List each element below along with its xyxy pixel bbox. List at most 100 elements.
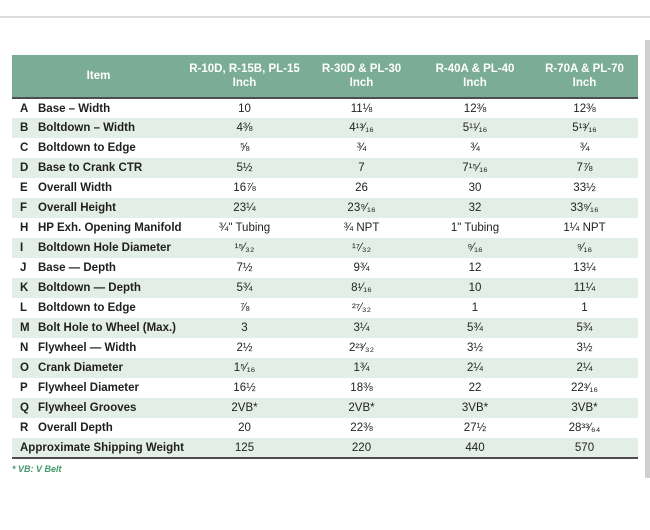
row-value: 7⅞ — [531, 158, 638, 178]
row-value: 5¾ — [531, 318, 638, 338]
row-value: 2¼ — [531, 358, 638, 378]
row-letter: I — [12, 238, 32, 258]
row-letter: P — [12, 378, 32, 398]
row-value: 1 — [419, 298, 531, 318]
summary-value: 220 — [304, 438, 419, 459]
row-value: 4¹³⁄₁₆ — [304, 118, 419, 138]
row-letter: L — [12, 298, 32, 318]
row-item-label: Base – Width — [32, 98, 185, 118]
row-item-label: Boltdown to Edge — [32, 138, 185, 158]
header-col-4-models: R-70A & PL-70 — [545, 63, 624, 75]
row-value: 2VB* — [304, 398, 419, 418]
row-value: 1¼ NPT — [531, 218, 638, 238]
row-item-label: HP Exh. Opening Manifold — [32, 218, 185, 238]
row-value: 22⅜ — [304, 418, 419, 438]
header-col-2-models: R-30D & PL-30 — [321, 63, 402, 75]
row-value: 7¹⁵⁄₁₆ — [419, 158, 531, 178]
summary-value: 440 — [419, 438, 531, 459]
row-value: 23⁹⁄₁₆ — [304, 198, 419, 218]
row-value: 2²³⁄₃₂ — [304, 338, 419, 358]
row-value: 3 — [185, 318, 304, 338]
row-item-label: Boltdown to Edge — [32, 298, 185, 318]
row-value: ⅝ — [185, 138, 304, 158]
row-value: 8¹⁄₁₆ — [304, 278, 419, 298]
row-value: 12⅜ — [419, 98, 531, 118]
table-row: M Bolt Hole to Wheel (Max.) 3 3¼ 5¾ 5¾ — [12, 318, 638, 338]
header-col-3: R-40A & PL-40 Inch — [419, 55, 531, 99]
header-col-2-unit: Inch — [349, 77, 374, 89]
header-col-1: R-10D, R-15B, PL-15 Inch — [185, 55, 304, 99]
row-value: 2¼ — [419, 358, 531, 378]
row-value: 4⅜ — [185, 118, 304, 138]
vbelt-footnote: * VB: V Belt — [12, 464, 62, 474]
row-value: 9¾ — [304, 258, 419, 278]
row-value: 22³⁄₁₆ — [531, 378, 638, 398]
row-letter: B — [12, 118, 32, 138]
row-value: ¾ NPT — [304, 218, 419, 238]
row-value: 1" Tubing — [419, 218, 531, 238]
row-item-label: Flywheel — Width — [32, 338, 185, 358]
table-row: I Boltdown Hole Diameter ¹⁵⁄₃₂ ¹⁷⁄₃₂ ⁹⁄₁₆ ⁹⁄₁… — [12, 238, 638, 258]
row-item-label: Bolt Hole to Wheel (Max.) — [32, 318, 185, 338]
row-value: 1⁵⁄₁₆ — [185, 358, 304, 378]
row-value: 16⅞ — [185, 178, 304, 198]
table-row: P Flywheel Diameter 16½ 18⅜ 22 22³⁄₁₆ — [12, 378, 638, 398]
row-value: 16½ — [185, 378, 304, 398]
row-value: 13¼ — [531, 258, 638, 278]
table-row: D Base to Crank CTR 5½ 7 7¹⁵⁄₁₆ 7⅞ — [12, 158, 638, 178]
summary-value: 125 — [185, 438, 304, 459]
header-col-2: R-30D & PL-30 Inch — [304, 55, 419, 99]
row-value: 27½ — [419, 418, 531, 438]
summary-value: 570 — [531, 438, 638, 459]
row-value: 3½ — [419, 338, 531, 358]
row-item-label: Boltdown — Depth — [32, 278, 185, 298]
row-value: 18⅜ — [304, 378, 419, 398]
row-letter: N — [12, 338, 32, 358]
row-value: ²⁷⁄₃₂ — [304, 298, 419, 318]
spec-table: Item R-10D, R-15B, PL-15 Inch R-30D & PL… — [12, 55, 638, 459]
row-value: ¾" Tubing — [185, 218, 304, 238]
row-value: 26 — [304, 178, 419, 198]
right-edge-shadow — [645, 40, 650, 478]
row-value: ¹⁵⁄₃₂ — [185, 238, 304, 258]
summary-label: Approximate Shipping Weight (lbs.) — [12, 438, 185, 459]
row-value: 5½ — [185, 158, 304, 178]
row-item-label: Boltdown Hole Diameter — [32, 238, 185, 258]
row-letter: O — [12, 358, 32, 378]
row-value: 23¼ — [185, 198, 304, 218]
row-letter: J — [12, 258, 32, 278]
table-row: N Flywheel — Width 2½ 2²³⁄₃₂ 3½ 3½ — [12, 338, 638, 358]
row-item-label: Flywheel Grooves — [32, 398, 185, 418]
row-value: 3½ — [531, 338, 638, 358]
row-value: 7½ — [185, 258, 304, 278]
table-row: O Crank Diameter 1⁵⁄₁₆ 1¾ 2¼ 2¼ — [12, 358, 638, 378]
spec-table-header: Item R-10D, R-15B, PL-15 Inch R-30D & PL… — [12, 55, 638, 99]
row-letter: F — [12, 198, 32, 218]
row-value: 10 — [185, 98, 304, 118]
table-row: F Overall Height 23¼ 23⁹⁄₁₆ 32 33⁹⁄₁₆ — [12, 198, 638, 218]
table-row: J Base — Depth 7½ 9¾ 12 13¼ — [12, 258, 638, 278]
row-value: ⁹⁄₁₆ — [419, 238, 531, 258]
row-item-label: Flywheel Diameter — [32, 378, 185, 398]
row-value: 28³³⁄₆₄ — [531, 418, 638, 438]
row-letter: Q — [12, 398, 32, 418]
row-value: 7 — [304, 158, 419, 178]
row-letter: H — [12, 218, 32, 238]
row-item-label: Crank Diameter — [32, 358, 185, 378]
table-row: C Boltdown to Edge ⅝ ¾ ¾ ¾ — [12, 138, 638, 158]
row-value: 12 — [419, 258, 531, 278]
row-value: ¹⁷⁄₃₂ — [304, 238, 419, 258]
row-item-label: Overall Width — [32, 178, 185, 198]
header-col-4-unit: Inch — [572, 77, 597, 89]
row-item-label: Overall Height — [32, 198, 185, 218]
row-value: 1 — [531, 298, 638, 318]
row-item-label: Base to Crank CTR — [32, 158, 185, 178]
header-col-1-unit: Inch — [232, 77, 257, 89]
row-item-label: Boltdown – Width — [32, 118, 185, 138]
row-value: 33½ — [531, 178, 638, 198]
row-value: ¾ — [419, 138, 531, 158]
row-letter: E — [12, 178, 32, 198]
row-value: 11⅛ — [304, 98, 419, 118]
row-value: 20 — [185, 418, 304, 438]
row-value: 5¹¹⁄₁₆ — [419, 118, 531, 138]
